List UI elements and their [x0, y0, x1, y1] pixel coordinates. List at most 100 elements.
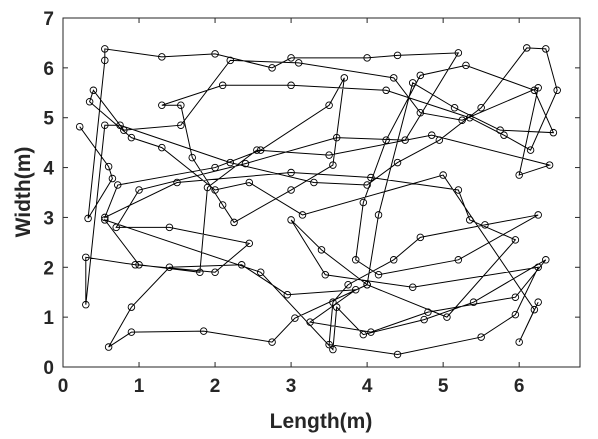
marker — [477, 333, 485, 341]
marker — [291, 314, 299, 322]
marker — [321, 271, 330, 279]
marker — [466, 113, 474, 122]
marker — [511, 236, 520, 244]
marker — [211, 186, 219, 194]
marker — [245, 178, 254, 187]
marker — [534, 84, 542, 92]
marker — [549, 128, 558, 137]
marker — [127, 303, 136, 311]
marker — [158, 53, 166, 61]
marker — [454, 256, 463, 264]
marker — [287, 186, 295, 194]
marker — [101, 45, 109, 53]
line — [79, 47, 558, 356]
marker — [113, 181, 122, 189]
x-tick-label: 3 — [286, 376, 297, 397]
marker — [211, 50, 219, 58]
marker — [101, 56, 109, 65]
marker — [420, 315, 428, 324]
marker — [545, 161, 554, 169]
marker — [203, 183, 212, 192]
marker — [120, 126, 128, 134]
marker — [534, 263, 542, 272]
y-tick-label: 3 — [43, 208, 54, 229]
marker — [112, 223, 120, 232]
marker — [466, 216, 474, 224]
marker — [329, 345, 337, 354]
marker — [416, 108, 425, 117]
y-tick-label: 4 — [43, 159, 54, 180]
marker — [389, 256, 398, 264]
marker — [481, 221, 489, 229]
marker — [435, 136, 444, 144]
y-axis-label: Width(m) — [12, 147, 35, 238]
marker — [306, 318, 314, 326]
marker — [534, 211, 542, 219]
marker — [542, 256, 550, 264]
marker — [325, 101, 333, 109]
marker — [325, 340, 333, 349]
marker — [439, 171, 447, 179]
y-tick-label: 5 — [43, 109, 54, 130]
marker — [534, 298, 542, 306]
x-tick-label: 1 — [134, 376, 145, 397]
marker — [416, 233, 425, 242]
marker — [287, 81, 295, 90]
marker — [287, 216, 295, 224]
marker — [218, 201, 227, 209]
marker — [363, 181, 371, 189]
marker — [241, 159, 250, 168]
marker — [332, 133, 341, 142]
x-tick-label: 5 — [438, 376, 449, 397]
marker — [351, 256, 360, 264]
marker — [427, 131, 436, 139]
marker — [298, 211, 307, 219]
marker — [408, 283, 417, 291]
marker — [287, 168, 295, 177]
marker — [256, 268, 265, 277]
marker — [294, 59, 303, 67]
y-tick-label: 0 — [43, 358, 54, 379]
marker — [363, 280, 371, 289]
marker — [511, 293, 520, 301]
marker — [127, 133, 136, 142]
marker — [523, 44, 531, 52]
marker — [424, 308, 432, 316]
x-tick-label: 2 — [210, 376, 221, 397]
marker — [515, 338, 523, 346]
marker — [530, 305, 539, 314]
x-tick-label: 0 — [58, 376, 69, 397]
x-tick-label: 4 — [362, 376, 373, 397]
marker — [127, 328, 136, 336]
marker — [84, 214, 92, 223]
marker — [496, 126, 504, 134]
marker — [325, 151, 333, 159]
marker — [367, 328, 375, 336]
marker — [340, 74, 349, 82]
marker — [367, 173, 375, 182]
marker — [135, 186, 143, 194]
marker — [256, 146, 265, 154]
marker — [283, 290, 292, 299]
y-tick-label: 2 — [43, 258, 54, 279]
marker — [85, 98, 94, 106]
marker — [237, 261, 246, 269]
marker — [530, 86, 539, 95]
marker — [382, 86, 390, 95]
marker — [165, 263, 174, 272]
marker — [82, 300, 90, 309]
marker — [108, 174, 117, 183]
marker — [458, 116, 466, 124]
marker — [351, 285, 360, 294]
marker — [173, 178, 181, 187]
marker — [374, 211, 383, 219]
marker — [218, 81, 227, 90]
marker — [500, 131, 508, 139]
marker — [526, 146, 535, 154]
marker — [408, 79, 417, 87]
marker — [401, 136, 409, 144]
marker — [287, 54, 295, 62]
marker — [344, 280, 352, 289]
marker — [211, 268, 219, 277]
